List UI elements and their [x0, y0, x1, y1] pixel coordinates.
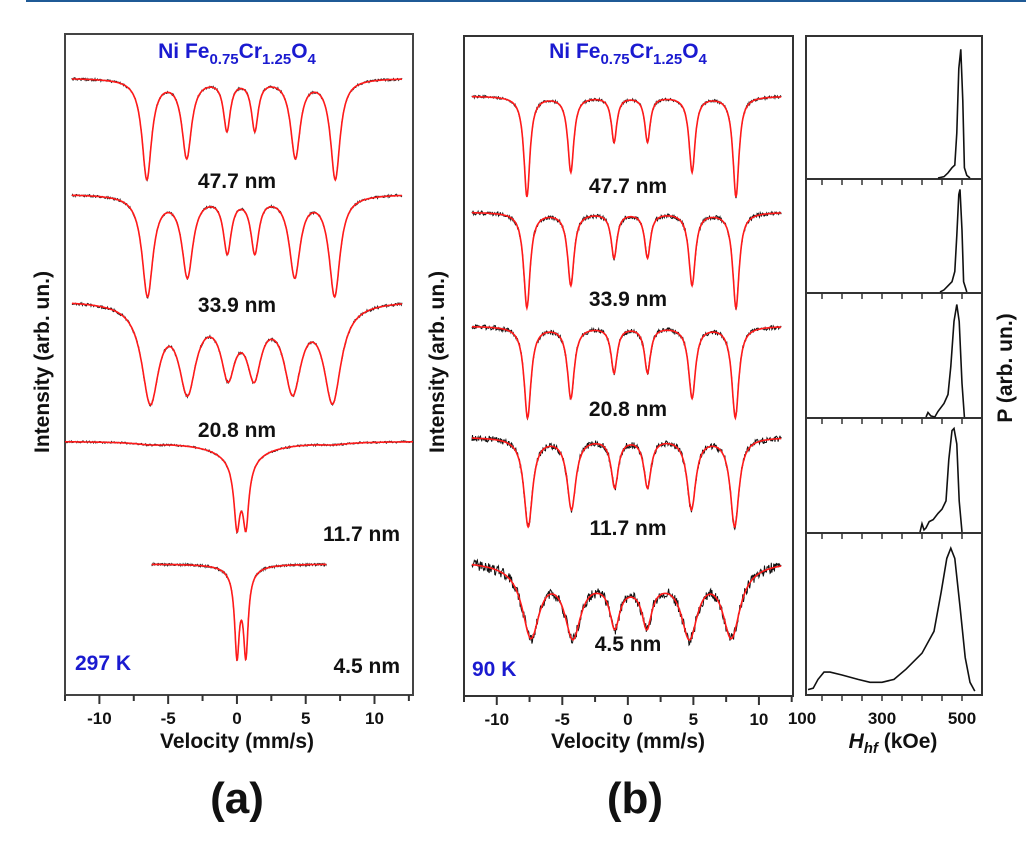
distribution-line-4.5-nm [807, 546, 976, 692]
data-points-33.9-nm [71, 193, 403, 299]
fit-line-20.8-nm [71, 302, 403, 406]
x-axis-label-b: Velocity (mm/s) [551, 730, 705, 753]
chart-title-a: Ni Fe0.75Cr1.25O4 [158, 40, 316, 68]
panel-b: -10 -5 0 5 10 Ni Fe0.75Cr1.25O4 47.7 nm 33.9… [426, 35, 794, 823]
distribution-line-33.9-nm [939, 189, 968, 293]
data-points-47.7-nm [71, 77, 403, 182]
fit-line-4.5-nm [151, 563, 327, 662]
distribution-line-11.7-nm [919, 426, 963, 533]
panel-a: -10 -5 0 5 10 Ni Fe0.75Cr1.25O4 47.7 nm 33.9… [31, 33, 414, 823]
fit-line-47.7-nm [471, 95, 782, 198]
y-axis-label-p: P (arb. un.) [994, 313, 1017, 422]
series-label-b-11.7: 11.7 nm [589, 517, 666, 540]
plot-frame-a [64, 33, 414, 696]
data-points-20.8-nm [71, 301, 403, 407]
panel-label-a: (a) [210, 774, 264, 823]
series-label-b-4.5: 4.5 nm [595, 633, 662, 656]
x-tick-label: 0 [232, 709, 241, 728]
series-label-a-11.7: 11.7 nm [323, 523, 400, 546]
distribution-line-47.7-nm [937, 49, 971, 179]
temperature-label-a: 297 K [75, 652, 131, 675]
series-label-a-33.9: 33.9 nm [198, 294, 276, 317]
fit-line-11.7-nm [65, 440, 413, 534]
distribution-line-20.8-nm [925, 304, 966, 418]
x-axis-label-a: Velocity (mm/s) [160, 730, 314, 753]
fit-line-4.5-nm [471, 563, 782, 641]
top-rule [26, 0, 1026, 2]
fit-line-20.8-nm [471, 325, 782, 421]
series-label-b-33.9: 33.9 nm [589, 288, 667, 311]
fit-line-11.7-nm [471, 437, 782, 529]
x-tick-label: 300 [868, 709, 896, 728]
x-tick-label: 5 [301, 709, 310, 728]
distribution-plots: 100 300 500 [788, 35, 983, 728]
x-axis-label-hhf: Hhf (kOe) [849, 730, 938, 757]
chart-title-b: Ni Fe0.75Cr1.25O4 [549, 40, 707, 68]
plot-frame-distribution [805, 35, 983, 696]
x-tick-label: 500 [948, 709, 976, 728]
x-tick-label: -10 [484, 710, 509, 729]
x-tick-label: 10 [365, 709, 384, 728]
y-axis-label-a: Intensity (arb. un.) [31, 271, 54, 453]
x-tick-label: -5 [555, 710, 570, 729]
series-label-a-4.5: 4.5 nm [333, 655, 400, 678]
data-points-11.7-nm [471, 434, 782, 531]
x-tick-label: 0 [623, 710, 632, 729]
series-label-a-20.8: 20.8 nm [198, 419, 276, 442]
series-label-b-47.7: 47.7 nm [589, 175, 667, 198]
x-tick-label: -5 [161, 709, 176, 728]
x-tick-label: 5 [689, 710, 698, 729]
panel-hf-distribution: 100 300 500 Hhf (kOe) P (arb. un.) [788, 35, 1017, 757]
x-tick-label: -10 [87, 709, 112, 728]
x-tick-label: 100 [788, 709, 816, 728]
spectra-a [64, 77, 414, 662]
spectra-b [471, 94, 782, 647]
fit-line-33.9-nm [71, 194, 402, 299]
temperature-label-b: 90 K [472, 658, 516, 681]
x-ticks-a: -10 -5 0 5 10 [64, 695, 410, 728]
x-tick-label: 10 [749, 710, 768, 729]
series-label-b-20.8: 20.8 nm [589, 398, 667, 421]
fit-line-47.7-nm [71, 78, 403, 182]
panel-label-b: (b) [607, 774, 663, 823]
y-axis-label-b: Intensity (arb. un.) [426, 271, 449, 453]
series-label-a-47.7: 47.7 nm [198, 170, 276, 193]
fit-line-33.9-nm [471, 211, 782, 312]
x-ticks-b: -10 -5 0 5 10 [463, 696, 793, 729]
